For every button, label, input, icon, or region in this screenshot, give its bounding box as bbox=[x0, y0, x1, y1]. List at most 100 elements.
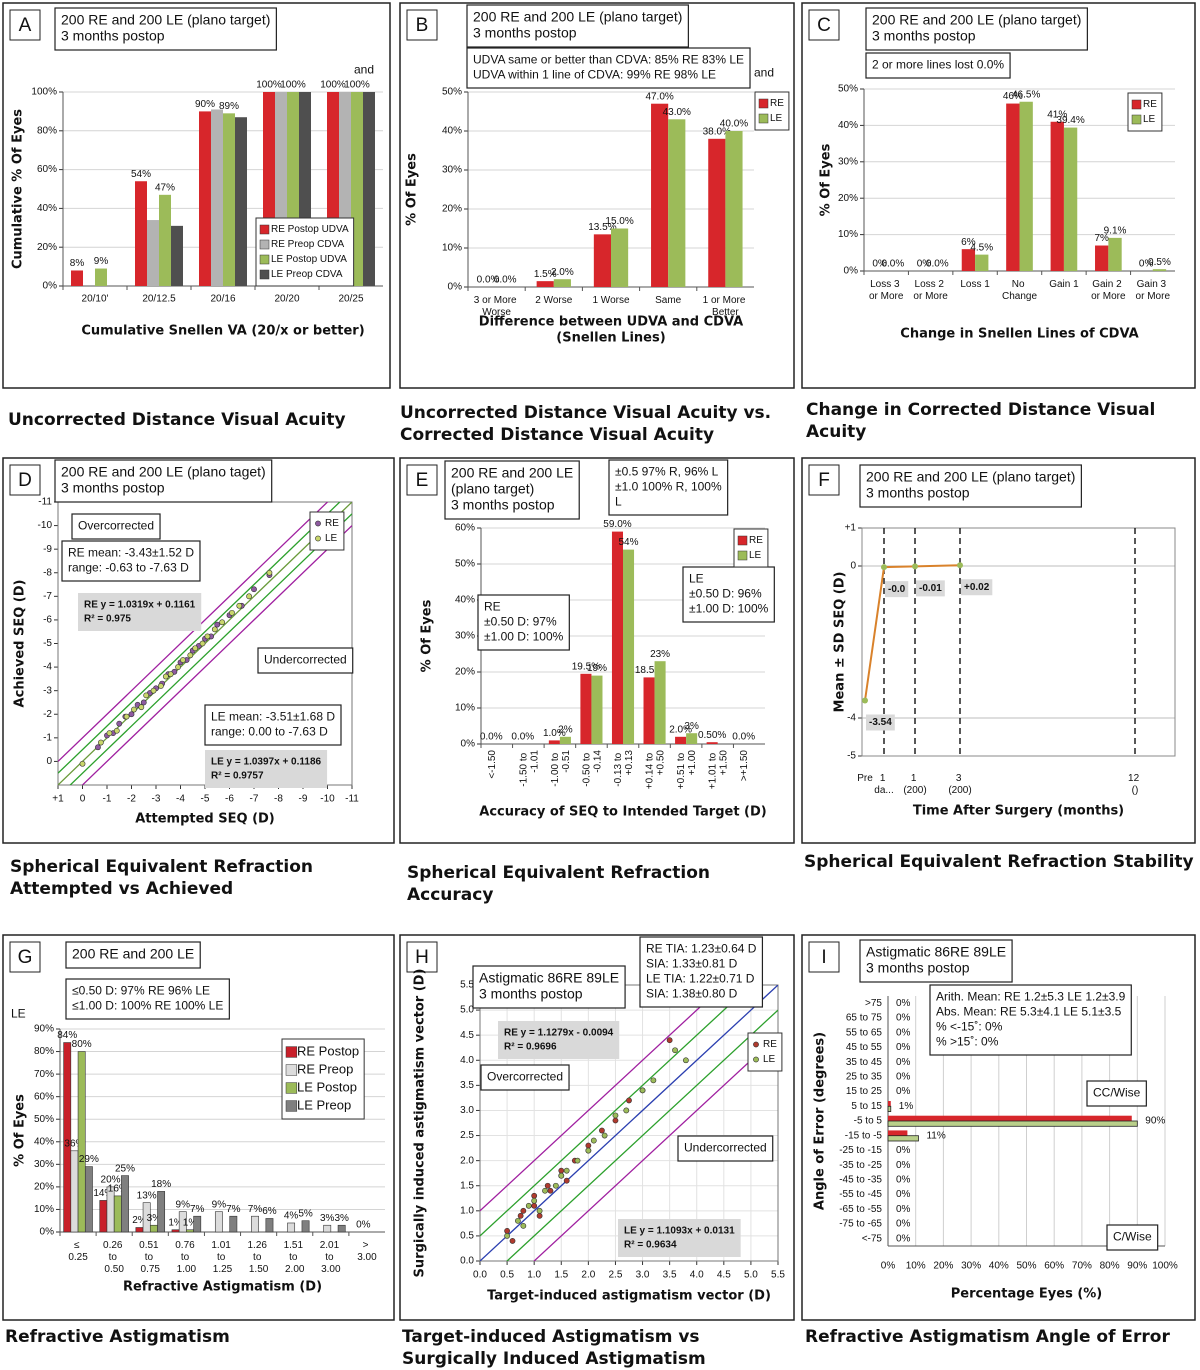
x-tick-label: 0.5 bbox=[500, 1270, 514, 1281]
legend-marker bbox=[753, 1041, 759, 1048]
box-text: 200 RE and 200 LE (plano target) bbox=[866, 469, 1075, 485]
y-tick-label: 40% bbox=[455, 595, 475, 606]
y-tick-label: -8 bbox=[43, 567, 52, 578]
value-label: 19.5% bbox=[572, 661, 600, 672]
point bbox=[585, 1142, 592, 1149]
x-tick-label: Same bbox=[655, 295, 682, 306]
legend-label: RE bbox=[770, 98, 784, 109]
bar bbox=[171, 1229, 180, 1233]
point bbox=[79, 760, 86, 767]
box-text: ±1.00 D: 100% bbox=[484, 630, 564, 644]
point bbox=[97, 739, 104, 746]
reference-line bbox=[480, 985, 725, 1212]
x-tick-label: 1.26 to 1.50 bbox=[247, 1240, 269, 1275]
box-text: LE mean: -3.51±1.68 D bbox=[211, 710, 335, 724]
legend-marker bbox=[285, 1064, 298, 1076]
value-label: 13.5% bbox=[588, 222, 616, 233]
value-label: 0% bbox=[1139, 259, 1154, 270]
y-tick-label: 70% bbox=[34, 1069, 54, 1080]
legend-label: RE bbox=[749, 535, 763, 546]
bar bbox=[643, 677, 655, 744]
bar bbox=[77, 1051, 86, 1233]
text-box-frame bbox=[859, 464, 1082, 508]
value-label: 8% bbox=[70, 258, 85, 269]
text-box-frame bbox=[477, 594, 570, 651]
bar bbox=[887, 1105, 892, 1112]
box-text: R² = 0.9696 bbox=[504, 1042, 557, 1053]
x-tick-label: 3.5 bbox=[663, 1270, 677, 1281]
point bbox=[123, 713, 130, 720]
box-text: 3 months postop bbox=[866, 485, 970, 501]
bar bbox=[211, 109, 223, 287]
reference-line bbox=[480, 985, 778, 1261]
y-tick-label: 20% bbox=[442, 204, 462, 215]
text-box: ≤0.50 D: 97% RE 96% LE≤1.00 D: 100% RE 1… bbox=[65, 978, 230, 1020]
text-box: Undercorrected bbox=[257, 647, 354, 674]
box-text: C/Wise bbox=[1113, 1230, 1152, 1244]
value-label: 54% bbox=[619, 537, 639, 548]
bar bbox=[888, 1130, 908, 1136]
y-tick-label: 0 bbox=[850, 561, 856, 572]
y-tick-label: 60% bbox=[455, 523, 475, 534]
value-label: 5% bbox=[298, 1208, 313, 1219]
bar bbox=[84, 1166, 93, 1233]
value-label: 36% bbox=[64, 1138, 84, 1149]
box-text: SIA: 1.33±0.81 D bbox=[646, 957, 738, 971]
bar bbox=[706, 742, 718, 744]
text-box-frame bbox=[65, 978, 230, 1020]
x-tick-label: 0.76 to 1.00 bbox=[175, 1240, 197, 1275]
text-box: Overcorrected bbox=[480, 1064, 570, 1091]
x-tick-label: -1.00 to -0.51 bbox=[550, 750, 572, 787]
box-text: ±1.0 100% R, 100% bbox=[615, 480, 722, 494]
text-box: LE bbox=[11, 1007, 26, 1021]
value-label: 20% bbox=[101, 1175, 121, 1186]
legend-marker bbox=[1131, 99, 1142, 110]
y-tick-label: -7 bbox=[43, 591, 52, 602]
x-tick-label: 100% bbox=[1152, 1261, 1178, 1272]
value-label-bg bbox=[961, 579, 993, 596]
legend-marker bbox=[315, 535, 321, 542]
y-tick-label: 15 to 25 bbox=[846, 1086, 883, 1097]
x-axis-label: Cumulative Snellen VA (20/x or better) bbox=[81, 324, 364, 339]
x-tick-label: 40% bbox=[989, 1261, 1009, 1272]
value-label-bg bbox=[916, 580, 945, 597]
box-text: Astigmatic 86RE 89LE bbox=[479, 970, 619, 986]
y-tick-label: -45 to -35 bbox=[839, 1174, 882, 1185]
panel-letter-box bbox=[9, 464, 41, 496]
point bbox=[881, 564, 887, 571]
legend-label: RE bbox=[325, 518, 339, 529]
caption: Change in Corrected Distance Visual bbox=[806, 400, 1155, 420]
y-tick-label: -1 bbox=[43, 732, 52, 743]
caption: Surgically Induced Astigmatism bbox=[402, 1349, 706, 1369]
point bbox=[563, 1167, 570, 1174]
x-tick-label: -11 bbox=[345, 794, 359, 805]
text-box-frame bbox=[639, 936, 764, 1008]
point bbox=[650, 1077, 657, 1084]
value-label: +0.02 bbox=[964, 582, 990, 593]
x-tick-label: +0.14 to +0.50 bbox=[644, 750, 666, 790]
bar bbox=[186, 1229, 194, 1233]
legend-marker bbox=[1131, 114, 1142, 125]
value-label: 0% bbox=[896, 1027, 911, 1038]
x-tick-label: 60% bbox=[1044, 1261, 1064, 1272]
value-label: 0% bbox=[896, 1057, 911, 1068]
legend-marker bbox=[259, 254, 270, 265]
x-axis-label: (Snellen Lines) bbox=[556, 331, 665, 346]
x-tick-label: 2.5 bbox=[609, 1270, 623, 1281]
x-tick-label: 20% bbox=[933, 1261, 953, 1272]
y-tick-label: 0 bbox=[46, 756, 52, 767]
text-box-frame bbox=[677, 1135, 774, 1162]
point bbox=[558, 1167, 565, 1174]
box-text: Overcorrected bbox=[487, 1070, 563, 1084]
point bbox=[199, 640, 206, 647]
panel-letter: H bbox=[415, 947, 429, 968]
text-box-frame bbox=[65, 941, 201, 969]
point bbox=[612, 1117, 619, 1124]
bar bbox=[251, 1215, 259, 1233]
legend-marker bbox=[737, 535, 748, 546]
y-tick-label: +1 bbox=[845, 523, 857, 534]
value-label: 0% bbox=[896, 1160, 911, 1171]
value-label: 11% bbox=[926, 1130, 945, 1141]
y-tick-label: -15 to -5 bbox=[845, 1130, 883, 1141]
